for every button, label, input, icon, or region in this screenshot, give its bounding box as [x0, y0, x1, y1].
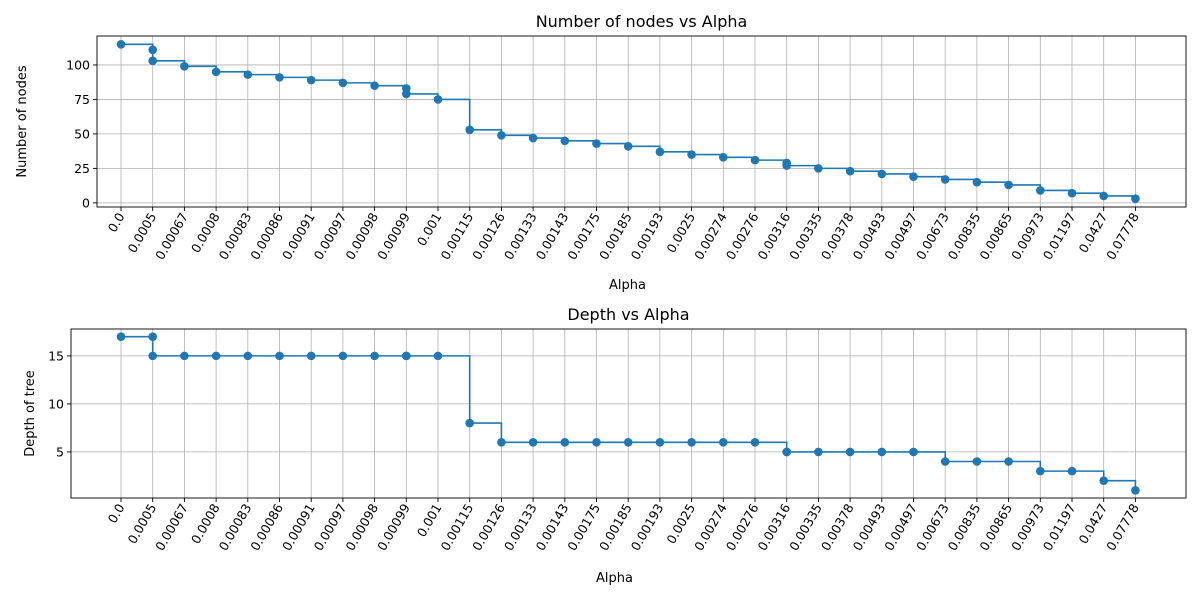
- y-axis-label: Depth of tree: [23, 370, 38, 457]
- y-tick-label: 15: [48, 348, 64, 363]
- data-point: [972, 457, 982, 466]
- data-point: [116, 39, 126, 49]
- data-point: [909, 447, 918, 457]
- data-point: [338, 78, 348, 88]
- x-tick-label: 0.0427: [1075, 501, 1110, 546]
- chart-title: Number of nodes vs Alpha: [536, 12, 748, 31]
- data-point: [306, 351, 316, 361]
- y-tick-label: 10: [48, 396, 64, 411]
- data-point: [497, 438, 506, 447]
- data-point: [275, 351, 284, 361]
- data-point: [1099, 476, 1108, 486]
- plot-frame: [96, 35, 1187, 208]
- y-tick-label: 5: [56, 444, 64, 459]
- data-point: [370, 351, 379, 361]
- x-axis-label: Alpha: [596, 571, 633, 586]
- data-point: [877, 447, 887, 457]
- data-point: [1036, 466, 1045, 476]
- x-tick-label: 0.0008: [188, 210, 223, 255]
- data-point: [940, 175, 950, 184]
- data-point: [687, 150, 696, 159]
- x-tick-label: 0.0005: [124, 501, 159, 546]
- data-point: [433, 351, 443, 361]
- data-point: [750, 155, 760, 165]
- data-point: [940, 457, 950, 466]
- chart-panel-1: 02550751000.00.00050.000670.00080.000830…: [15, 12, 1187, 293]
- data-point: [497, 130, 506, 140]
- y-tick-label: 100: [66, 57, 90, 72]
- data-point: [814, 164, 823, 173]
- data-point: [1067, 188, 1077, 198]
- data-point: [972, 177, 982, 187]
- data-point: [845, 166, 855, 176]
- data-point: [180, 351, 189, 361]
- data-point: [211, 351, 221, 361]
- y-axis-label: Number of nodes: [15, 65, 30, 177]
- y-tick-label: 25: [74, 161, 90, 176]
- x-tick-label: 0.0: [105, 501, 128, 526]
- data-point: [1099, 191, 1108, 201]
- data-point: [148, 56, 157, 66]
- data-point: [1036, 186, 1045, 195]
- data-point: [623, 438, 633, 447]
- x-tick-label: 0.0005: [124, 210, 159, 255]
- data-point: [243, 70, 253, 79]
- data-point: [560, 136, 570, 146]
- data-point: [750, 438, 760, 447]
- data-point: [1067, 466, 1077, 476]
- data-point: [433, 95, 443, 104]
- data-point: [877, 169, 887, 179]
- data-point: [402, 351, 411, 361]
- data-point: [148, 351, 157, 361]
- chart-title: Depth vs Alpha: [567, 305, 689, 324]
- data-point: [148, 332, 157, 341]
- data-point: [655, 438, 665, 447]
- x-axis-label: Alpha: [609, 278, 646, 293]
- data-point: [465, 418, 475, 428]
- x-tick-label: 0.001: [414, 210, 445, 249]
- data-point: [180, 62, 189, 71]
- data-point: [306, 75, 316, 85]
- data-point: [243, 351, 253, 361]
- x-tick-label: 0.0025: [663, 210, 698, 255]
- x-tick-label: 0.0025: [663, 501, 698, 546]
- data-point: [719, 438, 728, 447]
- data-point: [1004, 180, 1013, 190]
- y-tick-label: 50: [74, 126, 90, 141]
- data-point: [1004, 457, 1013, 466]
- data-point: [655, 147, 665, 157]
- data-point: [782, 447, 791, 457]
- y-tick-label: 75: [74, 92, 90, 107]
- data-point: [370, 81, 379, 90]
- data-point: [845, 447, 855, 457]
- data-point: [719, 153, 728, 162]
- data-point: [211, 67, 221, 77]
- y-tick-label: 0: [82, 195, 90, 210]
- data-point: [338, 351, 348, 361]
- chart-panel-2: 510150.00.00050.000670.00080.000830.0008…: [23, 305, 1187, 586]
- data-point: [1131, 486, 1140, 495]
- data-point: [148, 45, 157, 55]
- data-point: [782, 161, 791, 170]
- data-point: [528, 438, 538, 447]
- data-point: [465, 125, 475, 135]
- data-point: [1131, 194, 1140, 204]
- data-point: [623, 142, 633, 151]
- data-point: [909, 172, 918, 181]
- data-point: [116, 332, 126, 341]
- data-point: [592, 139, 601, 148]
- data-point: [402, 89, 411, 99]
- data-point: [560, 438, 570, 447]
- x-tick-label: 0.0: [105, 210, 128, 235]
- data-point: [528, 133, 538, 143]
- data-point: [814, 447, 823, 457]
- data-point: [275, 73, 284, 82]
- data-point: [592, 438, 601, 447]
- x-tick-label: 0.0008: [188, 501, 223, 546]
- x-tick-label: 0.0427: [1075, 210, 1110, 255]
- data-point: [687, 438, 696, 447]
- x-tick-label: 0.001: [414, 501, 445, 540]
